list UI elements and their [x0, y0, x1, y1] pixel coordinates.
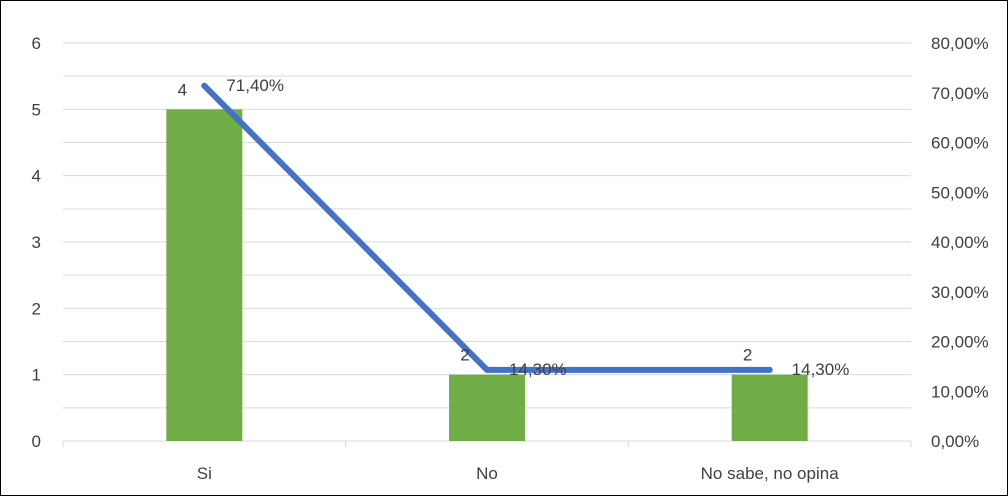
line-point [484, 366, 490, 373]
bar [166, 109, 243, 441]
bar-data-label: 4 [178, 80, 187, 99]
left-tick-label: 6 [32, 34, 41, 53]
line-series [201, 82, 773, 373]
left-tick-label: 0 [32, 432, 41, 451]
line-point [766, 366, 773, 373]
right-tick-label: 70,00% [931, 84, 989, 103]
line-series-path [201, 82, 773, 373]
bar [449, 374, 525, 441]
bar-data-label: 2 [743, 346, 752, 365]
line-data-label: 14,30% [792, 360, 850, 379]
right-tick-label: 0,00% [931, 432, 979, 451]
line-point [201, 82, 208, 89]
right-tick-label: 10,00% [931, 382, 989, 401]
line-data-label: 71,40% [226, 76, 284, 95]
right-tick-label: 20,00% [931, 333, 989, 352]
right-tick-label: 60,00% [931, 134, 989, 153]
left-tick-label: 5 [32, 100, 41, 119]
left-tick-label: 3 [32, 233, 41, 252]
bar-data-label: 2 [460, 346, 469, 365]
right-tick-label: 50,00% [931, 183, 989, 202]
left-tick-label: 1 [32, 366, 41, 385]
line-data-label: 14,30% [509, 360, 567, 379]
left-tick-label: 2 [32, 299, 41, 318]
category-label: Si [197, 464, 212, 483]
category-label: No sabe, no opina [701, 464, 840, 483]
right-tick-label: 40,00% [931, 233, 989, 252]
right-tick-label: 80,00% [931, 34, 989, 53]
bar [731, 374, 808, 441]
right-tick-label: 30,00% [931, 283, 989, 302]
bar-series [166, 109, 808, 441]
left-tick-label: 4 [32, 167, 41, 186]
category-label: No [476, 464, 498, 483]
data-labels: 4 2 2 71,40% 14,30% 14,30% [178, 76, 850, 379]
